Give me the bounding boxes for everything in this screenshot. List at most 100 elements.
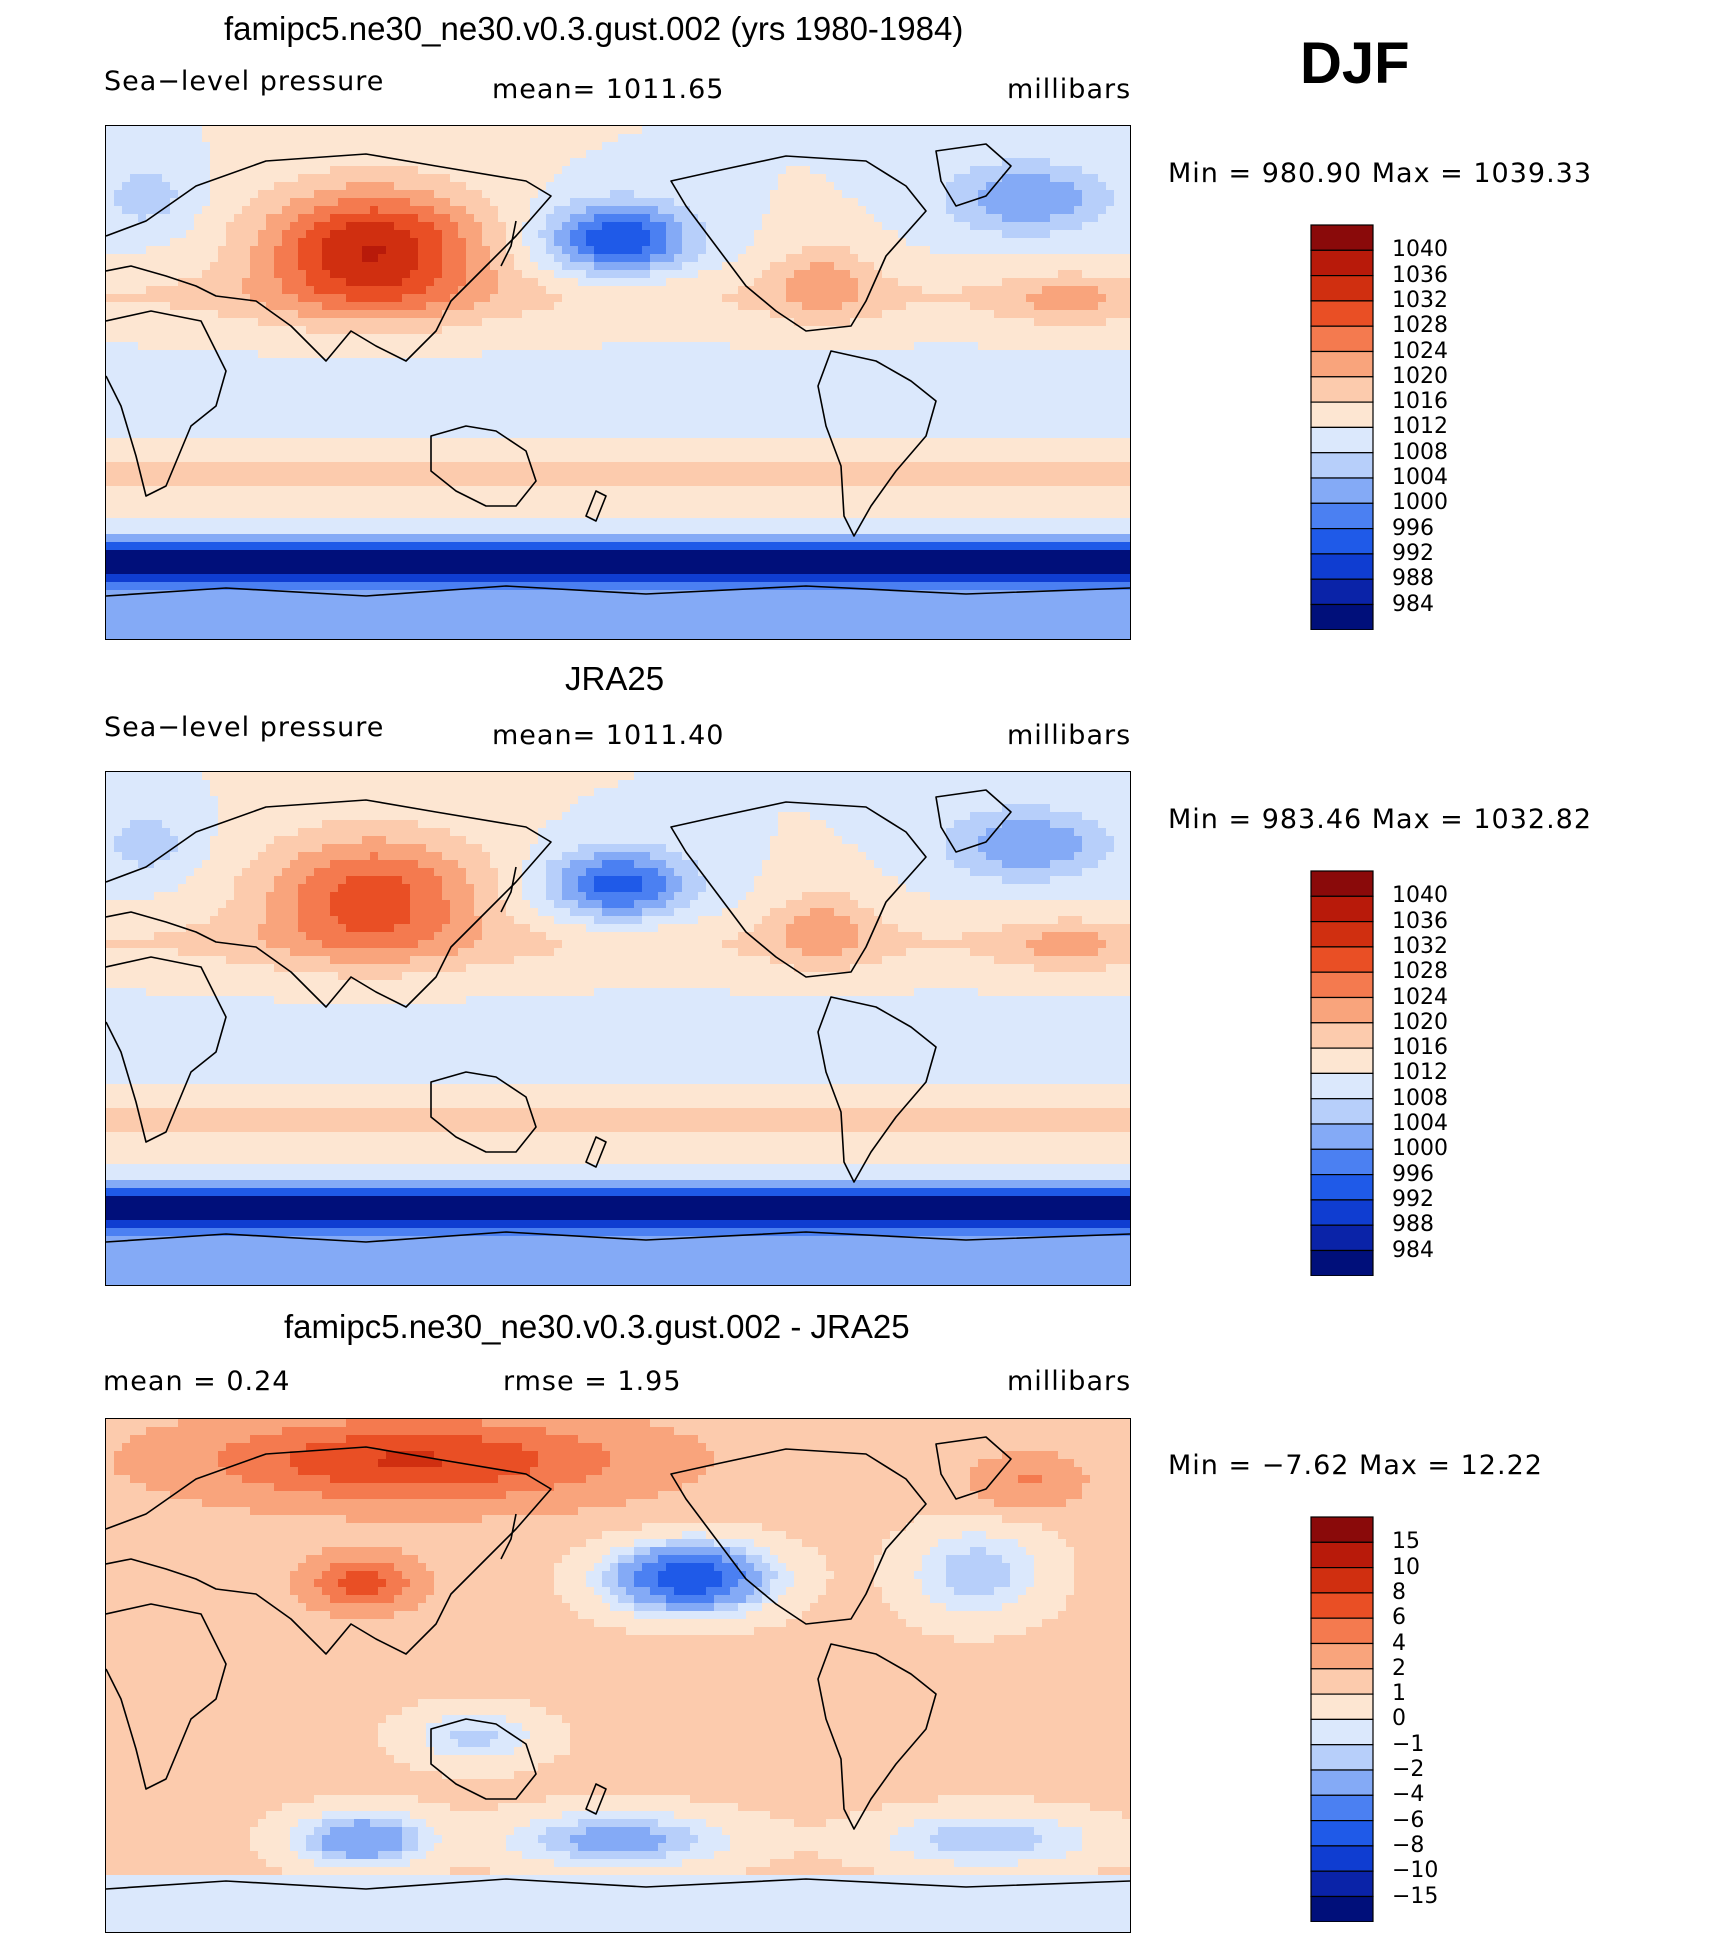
- colorbar-box: [1310, 1249, 1374, 1276]
- colorbar-tick-label: 1012: [1392, 1060, 1448, 1085]
- colorbar-tick-label: −8: [1392, 1833, 1424, 1858]
- colorbar-box: [1310, 1794, 1374, 1822]
- colorbar-tick-label: 988: [1392, 1212, 1434, 1237]
- coastline: [935, 789, 1012, 853]
- colorbar-box: [1310, 1820, 1374, 1847]
- colorbar-tick-label: 992: [1392, 541, 1434, 566]
- colorbar-box: [1310, 946, 1374, 973]
- panel1-range: Min = 980.90 Max = 1039.33: [1168, 158, 1592, 189]
- colorbar-box: [1310, 528, 1374, 555]
- colorbar-box: [1310, 1199, 1374, 1226]
- coastline: [670, 801, 927, 978]
- colorbar-box: [1310, 1693, 1374, 1721]
- colorbar-tick-label: 0: [1392, 1706, 1406, 1731]
- coastline: [817, 1643, 937, 1830]
- colorbar-box: [1310, 895, 1374, 923]
- colorbar-box: [1310, 426, 1374, 454]
- panel3-map: [105, 1418, 1131, 1933]
- colorbar-tick-label: −15: [1392, 1884, 1438, 1909]
- colorbar-tick-label: 1036: [1392, 263, 1448, 288]
- panel1-variable: Sea−level pressure: [104, 66, 384, 97]
- panel3-colorbar: [1310, 1516, 1374, 1922]
- panel3-range: Min = −7.62 Max = 12.22: [1168, 1450, 1543, 1481]
- colorbar-box: [1310, 1516, 1374, 1543]
- panel1-title: famipc5.ne30_ne30.v0.3.gust.002 (yrs 198…: [224, 10, 963, 48]
- colorbar-tick-label: 1004: [1392, 465, 1448, 490]
- colorbar-tick-label: 2: [1392, 1656, 1406, 1681]
- coastline: [106, 956, 227, 1143]
- colorbar-box: [1310, 401, 1374, 429]
- colorbar-box: [1310, 1541, 1374, 1569]
- colorbar-tick-label: 1008: [1392, 1086, 1448, 1111]
- colorbar-box: [1310, 1022, 1374, 1049]
- colorbar-box: [1310, 1072, 1374, 1100]
- panel2-colorbar: [1310, 870, 1374, 1276]
- coastline: [106, 1446, 552, 1655]
- colorbar-box: [1310, 603, 1374, 630]
- colorbar-box: [1310, 452, 1374, 479]
- colorbar-box: [1310, 300, 1374, 327]
- colorbar-tick-label: 996: [1392, 1162, 1434, 1187]
- coastline: [670, 1448, 927, 1625]
- colorbar-box: [1310, 274, 1374, 302]
- colorbar-tick-label: 992: [1392, 1187, 1434, 1212]
- colorbar-tick-label: 10: [1392, 1555, 1420, 1580]
- colorbar-box: [1310, 1174, 1374, 1201]
- colorbar-box: [1310, 553, 1374, 580]
- colorbar-tick-label: 984: [1392, 1238, 1434, 1263]
- coastline: [817, 350, 937, 537]
- colorbar-box: [1310, 249, 1374, 277]
- panel2-title: JRA25: [565, 660, 664, 698]
- coastline: [500, 1513, 517, 1560]
- panel1-contour-field: [106, 126, 1130, 639]
- colorbar-box: [1310, 1592, 1374, 1619]
- colorbar-box: [1310, 325, 1374, 353]
- panel2-variable: Sea−level pressure: [104, 712, 384, 743]
- colorbar-tick-label: −4: [1392, 1782, 1424, 1807]
- colorbar-box: [1310, 224, 1374, 251]
- season-label: DJF: [1300, 30, 1410, 97]
- colorbar-box: [1310, 1642, 1374, 1670]
- colorbar-box: [1310, 1098, 1374, 1125]
- colorbar-tick-label: 1040: [1392, 883, 1448, 908]
- panel3-mean: mean = 0.24: [103, 1366, 290, 1397]
- colorbar-tick-label: −10: [1392, 1858, 1438, 1883]
- coastline: [430, 1718, 537, 1800]
- colorbar-tick-label: 988: [1392, 566, 1434, 591]
- colorbar-tick-label: 1032: [1392, 288, 1448, 313]
- colorbar-tick-label: 1016: [1392, 1035, 1448, 1060]
- coastline: [430, 1071, 537, 1153]
- coastline: [935, 143, 1012, 207]
- coastline: [500, 220, 517, 267]
- colorbar-tick-label: 6: [1392, 1605, 1406, 1630]
- colorbar-tick-label: 1028: [1392, 959, 1448, 984]
- colorbar-box: [1310, 1047, 1374, 1075]
- colorbar-box: [1310, 1148, 1374, 1176]
- panel1-colorbar: [1310, 224, 1374, 630]
- colorbar-tick-label: −1: [1392, 1732, 1424, 1757]
- colorbar-tick-label: 1024: [1392, 985, 1448, 1010]
- colorbar-box: [1310, 1718, 1374, 1746]
- coastline: [106, 799, 552, 1008]
- colorbar-tick-label: 996: [1392, 516, 1434, 541]
- coastline: [106, 153, 552, 362]
- colorbar-box: [1310, 1769, 1374, 1796]
- colorbar-box: [1310, 376, 1374, 403]
- panel2-map: [105, 771, 1131, 1286]
- coastline: [106, 1603, 227, 1790]
- colorbar-box: [1310, 920, 1374, 948]
- colorbar-box: [1310, 1895, 1374, 1922]
- colorbar-tick-label: 1004: [1392, 1111, 1448, 1136]
- colorbar-tick-label: 1008: [1392, 440, 1448, 465]
- coastline: [585, 1136, 607, 1168]
- colorbar-tick-label: −2: [1392, 1757, 1424, 1782]
- colorbar-tick-label: 8: [1392, 1580, 1406, 1605]
- coastline: [670, 155, 927, 332]
- colorbar-tick-label: 1032: [1392, 934, 1448, 959]
- coastline: [935, 1436, 1012, 1500]
- colorbar-box: [1310, 971, 1374, 999]
- colorbar-tick-label: 1020: [1392, 1010, 1448, 1035]
- coastline: [585, 490, 607, 522]
- panel2-range: Min = 983.46 Max = 1032.82: [1168, 804, 1592, 835]
- colorbar-box: [1310, 996, 1374, 1024]
